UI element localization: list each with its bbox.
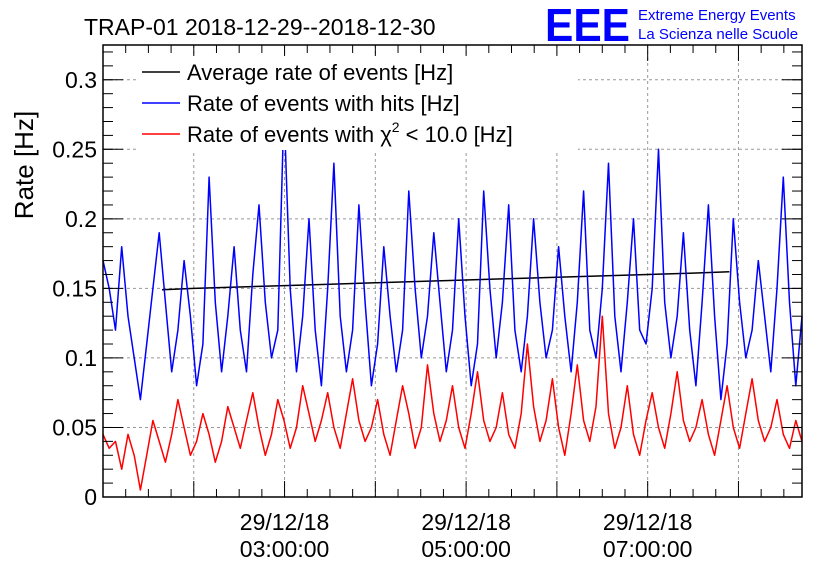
y-tick-label: 0.25: [52, 136, 97, 162]
legend-label-chi2: Rate of events with χ2 < 10.0 [Hz]: [187, 119, 513, 147]
y-axis-label: Rate [Hz]: [9, 111, 39, 219]
y-tick-label: 0.2: [65, 206, 97, 232]
x-tick-label-date: 29/12/18: [421, 509, 511, 535]
series-hits-line: [102, 106, 803, 401]
plot-frame: [102, 44, 803, 498]
legend-background: [138, 56, 578, 150]
legend-label-chi2-sup: 2: [392, 119, 400, 135]
logo-line-2: La Scienza nelle Scuole: [638, 26, 798, 43]
x-tick-label-time: 03:00:00: [240, 536, 330, 562]
y-tick-label: 0: [84, 484, 97, 510]
eee-logo-letters: EEE: [545, 0, 630, 51]
legend: Average rate of events [Hz] Rate of even…: [138, 56, 578, 150]
y-tick-label: 0.1: [65, 345, 97, 371]
y-tick-label: 0.05: [52, 414, 97, 440]
x-tick-label-time: 05:00:00: [421, 536, 511, 562]
x-tick-label-date: 29/12/18: [603, 509, 693, 535]
series-average-line: [161, 270, 730, 291]
series-chi2-line: [102, 315, 803, 491]
y-tick-label: 0.3: [65, 67, 97, 93]
axis-layer: 00.050.10.150.20.250.329/12/1803:00:0029…: [52, 45, 802, 562]
legend-label-chi2-suffix: < 10.0 [Hz]: [400, 122, 513, 147]
y-tick-label: 0.15: [52, 275, 97, 301]
chart-title: TRAP-01 2018-12-29--2018-12-30: [84, 14, 436, 40]
x-tick-label-date: 29/12/18: [240, 509, 330, 535]
logo-line-1: Extreme Energy Events: [638, 7, 796, 24]
series-layer: [102, 106, 803, 491]
legend-label-chi2-main: Rate of events with χ: [187, 122, 392, 147]
legend-label-hits: Rate of events with hits [Hz]: [187, 91, 460, 116]
eee-logo: EEE Extreme Energy Events La Scienza nel…: [545, 0, 798, 51]
x-tick-label-time: 07:00:00: [603, 536, 693, 562]
legend-label-average: Average rate of events [Hz]: [187, 60, 453, 85]
